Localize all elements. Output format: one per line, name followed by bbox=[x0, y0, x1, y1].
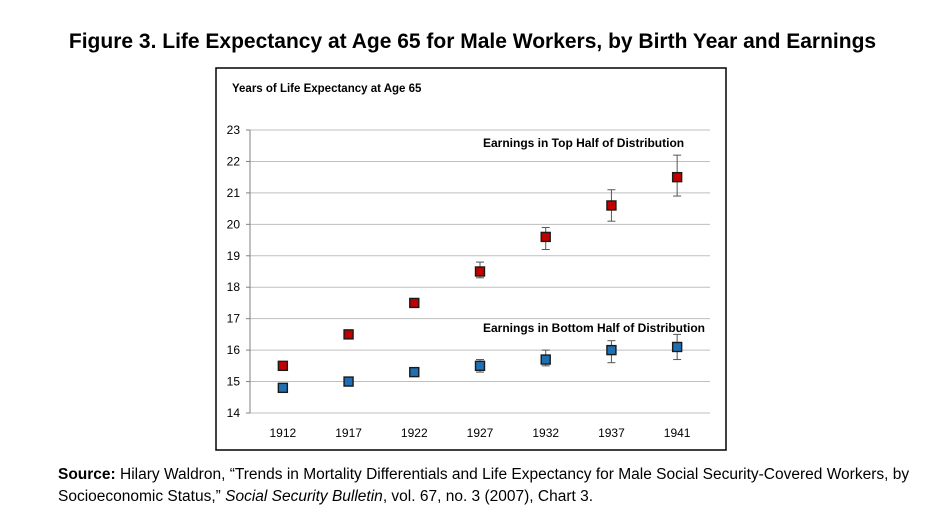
point-s0-1937 bbox=[606, 200, 617, 211]
data-points bbox=[277, 171, 683, 394]
y-tick-labels: 14 15 16 17 18 19 20 21 22 23 bbox=[227, 123, 241, 420]
point-s1-1917 bbox=[343, 376, 354, 387]
y-tick-label-14: 14 bbox=[227, 406, 241, 420]
point-s0-1917 bbox=[343, 329, 354, 340]
legend-bottom-half: Earnings in Bottom Half of Distribution bbox=[483, 321, 705, 335]
point-s0-1927 bbox=[474, 266, 486, 277]
x-tick-label-1927: 1927 bbox=[467, 426, 494, 440]
y-axis-title: Years of Life Expectancy at Age 65 bbox=[232, 83, 422, 95]
point-s1-1927 bbox=[474, 360, 486, 372]
y-tick-label-16: 16 bbox=[227, 343, 241, 357]
source-text-before: Hilary Waldron, “Trends in Mortality Dif… bbox=[58, 466, 910, 505]
y-tick-label-21: 21 bbox=[227, 186, 241, 200]
y-tick-label-23: 23 bbox=[227, 123, 241, 137]
point-s0-1922 bbox=[409, 297, 420, 309]
x-tick-label-1937: 1937 bbox=[598, 426, 625, 440]
figure-title: Figure 3. Life Expectancy at Age 65 for … bbox=[68, 30, 877, 53]
source-journal: Social Security Bulletin bbox=[225, 488, 383, 505]
x-tick-label-1917: 1917 bbox=[335, 426, 362, 440]
point-s1-1937 bbox=[606, 344, 617, 356]
x-tick-label-1912: 1912 bbox=[270, 426, 297, 440]
point-s1-1932 bbox=[540, 354, 551, 365]
gridlines bbox=[246, 129, 710, 414]
x-tick-labels: 1912 1917 1922 1927 1932 1937 1941 bbox=[270, 426, 691, 440]
point-s1-1912 bbox=[277, 382, 289, 394]
x-tick-label-1941: 1941 bbox=[664, 426, 691, 440]
y-tick-label-18: 18 bbox=[227, 280, 241, 294]
y-tick-label-17: 17 bbox=[227, 312, 241, 326]
source-label: Source: bbox=[58, 466, 116, 483]
x-tick-label-1922: 1922 bbox=[401, 426, 428, 440]
x-tick-label-1932: 1932 bbox=[532, 426, 559, 440]
point-s1-1922 bbox=[409, 366, 420, 378]
legend-top-half: Earnings in Top Half of Distribution bbox=[483, 136, 684, 150]
source-note: Source: Hilary Waldron, “Trends in Morta… bbox=[58, 464, 918, 508]
y-tick-label-22: 22 bbox=[227, 154, 241, 168]
point-s0-1912 bbox=[277, 360, 289, 372]
y-tick-label-19: 19 bbox=[227, 249, 241, 263]
y-tick-label-20: 20 bbox=[227, 217, 241, 231]
point-s0-1941 bbox=[671, 171, 683, 183]
point-s1-1941 bbox=[671, 341, 683, 353]
y-tick-label-15: 15 bbox=[227, 375, 241, 389]
chart-frame bbox=[215, 67, 727, 451]
source-text-after: , vol. 67, no. 3 (2007), Chart 3. bbox=[382, 488, 594, 505]
point-s0-1932 bbox=[540, 231, 551, 243]
